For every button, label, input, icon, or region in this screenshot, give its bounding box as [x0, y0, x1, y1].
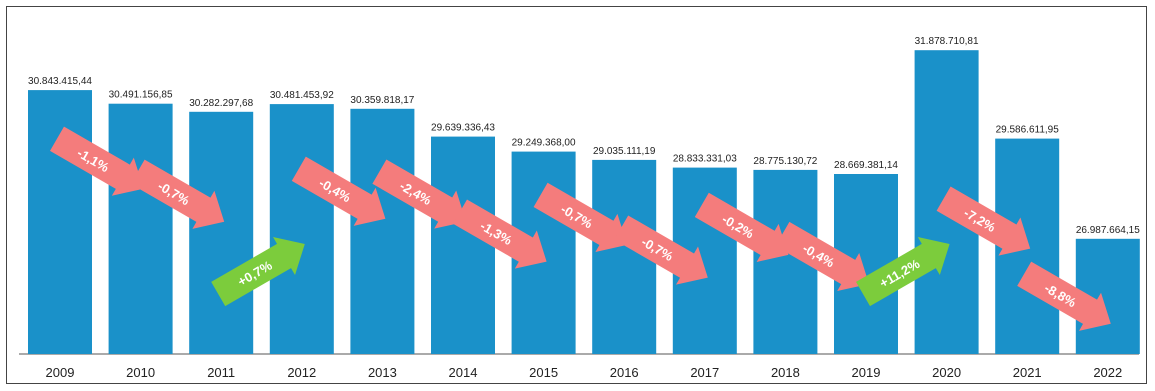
value-label-2020: 31.878.710,81 [915, 36, 979, 47]
bar-2012 [269, 104, 334, 354]
x-tick-2016: 2016 [610, 365, 639, 380]
down-arrow-icon [49, 126, 144, 196]
value-label-2014: 29.639.336,43 [431, 123, 495, 134]
value-labels-layer: 30.843.415,44 30.491.156,85 30.282.297,68 3… [28, 36, 1140, 236]
x-tick-2018: 2018 [771, 365, 800, 380]
value-label-2019: 28.669.381,14 [834, 160, 898, 171]
bar-2011 [189, 111, 254, 354]
down-arrow-icon [533, 182, 628, 252]
down-arrow-icon [936, 186, 1031, 256]
value-label-2022: 26.987.664,15 [1076, 225, 1140, 236]
x-tick-2019: 2019 [852, 365, 881, 380]
x-tick-2021: 2021 [1013, 365, 1042, 380]
down-arrow-icon [614, 215, 708, 285]
down-arrow-icon [1017, 261, 1111, 331]
value-label-2021: 29.586.611,95 [996, 125, 1060, 136]
bar-2014 [431, 136, 495, 354]
x-tick-2011: 2011 [207, 365, 235, 380]
change-arrow-2014-2015: -1,3% [452, 199, 547, 269]
down-arrow-icon [452, 199, 547, 269]
change-arrows-layer: -1,1%-0,7%+0,7%-0,4% -2,4%-1,3%-0,7%-0,7%… [49, 126, 1111, 331]
bar-2010 [108, 103, 173, 354]
up-arrow-icon [211, 236, 305, 307]
down-arrow-icon [291, 156, 386, 226]
x-tick-2022: 2022 [1093, 365, 1122, 380]
bar-2013 [350, 108, 415, 354]
value-label-2013: 30.359.818,17 [350, 95, 414, 106]
x-tick-2020: 2020 [932, 365, 961, 380]
tick-labels-layer: 2009 2010 2011 2012 2013 2014 2015 2016 2017 2018… [46, 365, 1123, 380]
value-label-2016: 29.035.111,19 [593, 146, 656, 157]
down-arrow-icon [372, 159, 467, 229]
value-label-2015: 29.249.368,00 [512, 138, 576, 149]
x-tick-2013: 2013 [368, 365, 397, 380]
x-tick-2009: 2009 [46, 365, 75, 380]
x-tick-2015: 2015 [529, 365, 558, 380]
x-tick-2012: 2012 [287, 365, 316, 380]
value-label-2018: 28.775.130,72 [753, 156, 817, 167]
bar-2009 [28, 90, 92, 354]
bar-chart: 30.843.415,44 30.491.156,85 30.282.297,68 3… [19, 36, 1140, 380]
value-label-2010: 30.491.156,85 [109, 90, 173, 101]
x-tick-2014: 2014 [449, 365, 478, 380]
down-arrow-icon [130, 159, 225, 229]
x-tick-2010: 2010 [126, 365, 155, 380]
value-label-2009: 30.843.415,44 [28, 76, 92, 87]
down-arrow-icon [775, 221, 870, 292]
value-label-2017: 28.833.331,03 [673, 154, 737, 165]
chart-frame: 30.843.415,44 30.491.156,85 30.282.297,68 3… [6, 6, 1147, 384]
change-arrow-2016-2017: -0,7% [614, 215, 708, 285]
up-arrow-icon [855, 236, 950, 307]
value-label-2011: 30.282.297,68 [189, 98, 253, 109]
down-arrow-icon [694, 192, 789, 262]
x-tick-2017: 2017 [690, 365, 719, 380]
value-label-2012: 30.481.453,92 [270, 90, 334, 101]
